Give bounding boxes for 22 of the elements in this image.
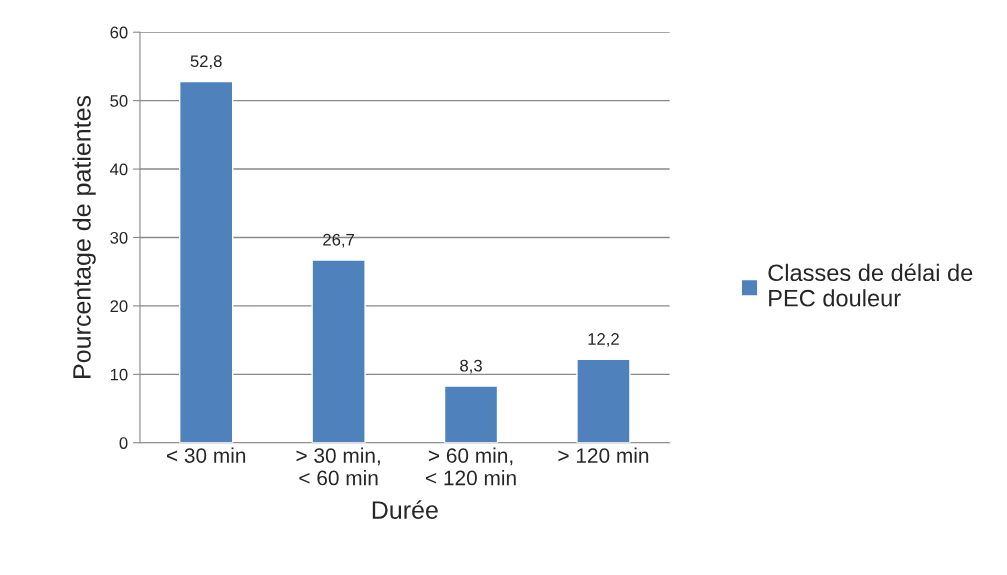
bar (179, 80, 234, 443)
bar (443, 385, 499, 443)
y-tick-label: 40 (110, 163, 128, 176)
y-tick-label: 50 (110, 95, 128, 107)
y-tick-label: 10 (110, 368, 128, 381)
data-label: 52,8 (190, 55, 222, 70)
x-axis-title: Durée (372, 500, 438, 519)
data-label: 8,3 (460, 359, 482, 374)
x-tick-label: > 30 min, < 60 min (296, 447, 380, 486)
y-tick-label: 0 (119, 437, 128, 449)
bar (576, 358, 631, 443)
x-tick-label: > 120 min (558, 447, 649, 463)
x-tick-label: > 60 min, < 120 min (426, 447, 516, 486)
legend-label: Classes de délai de PEC douleur (768, 263, 973, 307)
y-tick-label: 20 (110, 300, 128, 313)
y-tick-label: 30 (110, 231, 128, 244)
x-tick-label: < 30 min (166, 447, 246, 463)
data-label: 12,2 (588, 333, 619, 347)
bar (311, 259, 366, 443)
y-axis-title: Pourcentage de patientes (72, 95, 96, 378)
data-label: 26,7 (323, 233, 354, 248)
y-tick-label: 60 (110, 26, 128, 39)
